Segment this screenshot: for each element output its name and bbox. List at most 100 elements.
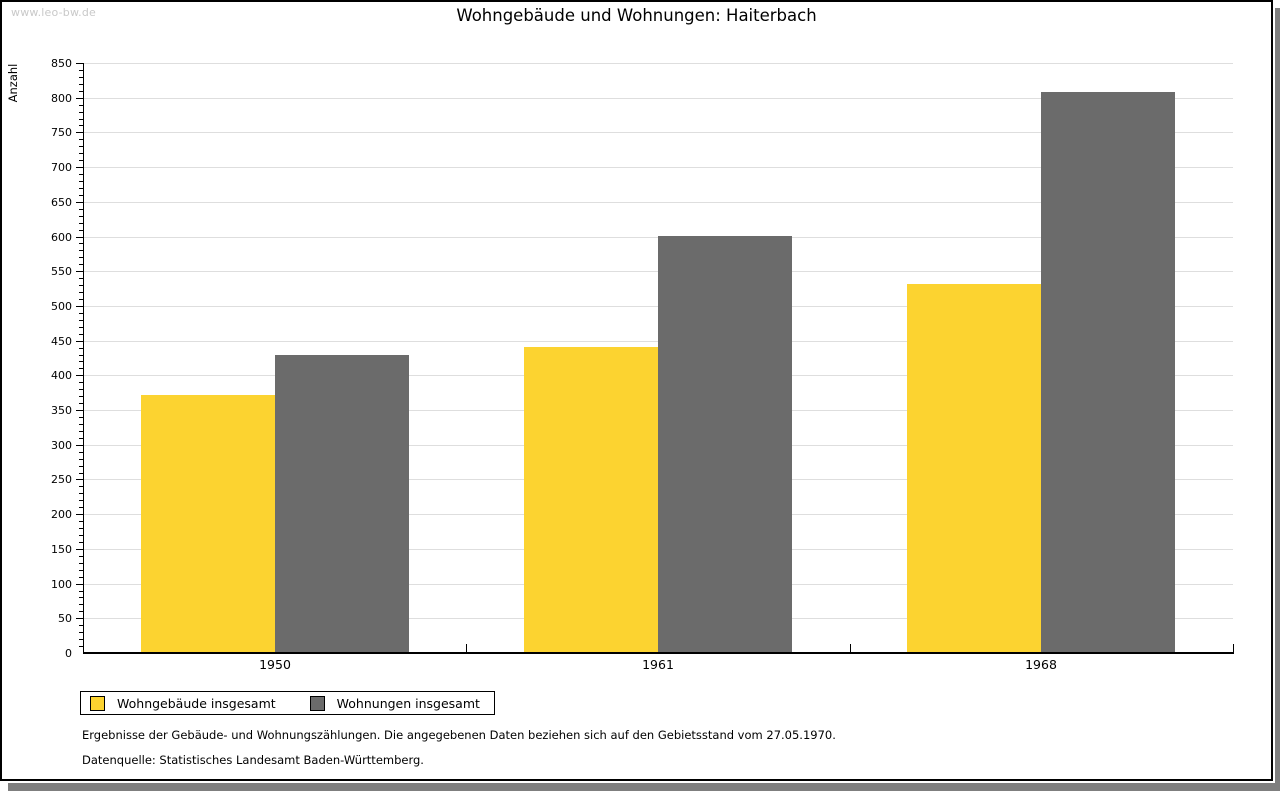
y-minor-tick: [79, 556, 83, 557]
y-minor-tick: [79, 348, 83, 349]
y-tick-label: 50: [58, 612, 72, 625]
y-minor-tick: [79, 264, 83, 265]
y-minor-tick: [79, 355, 83, 356]
y-axis-title: Anzahl: [6, 63, 20, 103]
y-minor-tick: [79, 368, 83, 369]
y-minor-tick: [79, 223, 83, 224]
y-major-tick: [76, 549, 83, 550]
y-minor-tick: [79, 570, 83, 571]
watermark: www.leo-bw.de: [11, 6, 97, 19]
wohnungen-bar-1950: [275, 355, 409, 652]
y-minor-tick: [79, 160, 83, 161]
y-minor-tick: [79, 285, 83, 286]
y-tick-label: 100: [51, 578, 72, 591]
y-tick-label: 850: [51, 57, 72, 70]
y-minor-tick: [79, 396, 83, 397]
y-minor-tick: [79, 528, 83, 529]
x-axis-label-1968: 1968: [1025, 657, 1057, 672]
y-major-tick: [76, 410, 83, 411]
y-tick-label: 600: [51, 231, 72, 244]
footnote-gebietsstand: Ergebnisse der Gebäude- und Wohnungszähl…: [82, 728, 836, 742]
y-major-tick: [76, 271, 83, 272]
y-minor-tick: [79, 174, 83, 175]
y-minor-tick: [79, 257, 83, 258]
y-minor-tick: [79, 153, 83, 154]
y-minor-tick: [79, 278, 83, 279]
y-minor-tick: [79, 563, 83, 564]
y-minor-tick: [79, 91, 83, 92]
y-major-tick: [76, 63, 83, 64]
drop-shadow-right: [1275, 8, 1280, 791]
y-minor-tick: [79, 535, 83, 536]
y-minor-tick: [79, 230, 83, 231]
gridline: [84, 98, 1233, 99]
y-minor-tick: [79, 459, 83, 460]
y-minor-tick: [79, 125, 83, 126]
y-minor-tick: [79, 299, 83, 300]
y-tick-label: 650: [51, 196, 72, 209]
y-minor-tick: [79, 591, 83, 592]
y-minor-tick: [79, 639, 83, 640]
y-minor-tick: [79, 438, 83, 439]
y-major-tick: [76, 479, 83, 480]
y-minor-tick: [79, 597, 83, 598]
gridline: [84, 202, 1233, 203]
y-minor-tick: [79, 250, 83, 251]
wohnungen-bar-1968: [1041, 92, 1175, 652]
y-major-tick: [76, 167, 83, 168]
y-major-tick: [76, 375, 83, 376]
legend-label-wohngebaeude: Wohngebäude insgesamt: [117, 695, 276, 711]
y-minor-tick: [79, 112, 83, 113]
y-minor-tick: [79, 611, 83, 612]
y-major-tick: [76, 445, 83, 446]
footnote-datenquelle: Datenquelle: Statistisches Landesamt Bad…: [82, 753, 424, 767]
y-minor-tick: [79, 146, 83, 147]
gridline: [84, 63, 1233, 64]
y-tick-label: 400: [51, 369, 72, 382]
x-category-tick: [850, 644, 851, 653]
y-major-tick: [76, 132, 83, 133]
y-minor-tick: [79, 361, 83, 362]
y-minor-tick: [79, 466, 83, 467]
gridline: [84, 132, 1233, 133]
y-minor-tick: [79, 243, 83, 244]
y-minor-tick: [79, 389, 83, 390]
y-major-tick: [76, 237, 83, 238]
y-major-tick: [76, 514, 83, 515]
wohnungen-bar-1961: [658, 236, 792, 652]
y-major-tick: [76, 341, 83, 342]
x-category-tick: [466, 644, 467, 653]
y-major-tick: [76, 306, 83, 307]
legend: Wohngebäude insgesamt Wohnungen insgesam…: [80, 691, 495, 715]
y-major-tick: [76, 618, 83, 619]
legend-swatch-wohngebaeude: [90, 695, 105, 711]
y-minor-tick: [79, 320, 83, 321]
wohngebaeude-bar-1968: [907, 284, 1041, 652]
y-minor-tick: [79, 334, 83, 335]
y-tick-label: 750: [51, 126, 72, 139]
y-major-tick: [76, 202, 83, 203]
y-minor-tick: [79, 403, 83, 404]
legend-label-wohnungen: Wohnungen insgesamt: [336, 695, 480, 711]
y-tick-label: 550: [51, 265, 72, 278]
y-tick-label: 300: [51, 439, 72, 452]
y-tick-label: 250: [51, 473, 72, 486]
x-axis-label-1961: 1961: [642, 657, 674, 672]
y-tick-label: 450: [51, 335, 72, 348]
x-end-tick: [1233, 644, 1234, 653]
y-minor-tick: [79, 70, 83, 71]
y-tick-label: 0: [65, 647, 72, 660]
y-minor-tick: [79, 188, 83, 189]
y-tick-label: 200: [51, 508, 72, 521]
y-minor-tick: [79, 84, 83, 85]
y-minor-tick: [79, 452, 83, 453]
y-major-tick: [76, 98, 83, 99]
y-minor-tick: [79, 424, 83, 425]
y-tick-label: 350: [51, 404, 72, 417]
y-minor-tick: [79, 313, 83, 314]
y-minor-tick: [79, 139, 83, 140]
y-minor-tick: [79, 77, 83, 78]
y-minor-tick: [79, 507, 83, 508]
